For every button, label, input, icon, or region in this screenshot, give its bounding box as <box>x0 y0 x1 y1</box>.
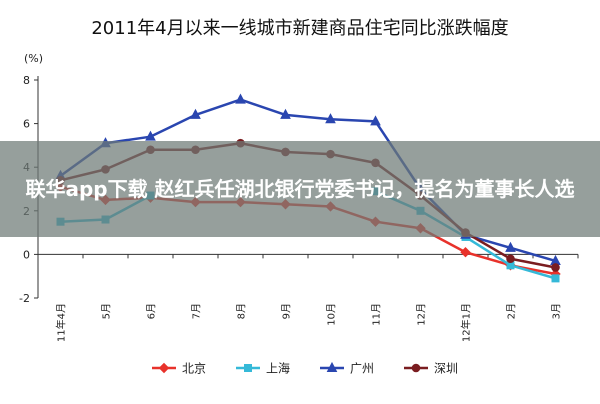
legend-label: 北京 <box>182 362 206 376</box>
legend-marker <box>411 363 421 373</box>
overlay-banner: 联华app下载 赵红兵任湖北银行党委书记，提名为董事长人选 <box>0 141 600 237</box>
data-point <box>460 247 471 258</box>
data-point <box>280 108 291 119</box>
y-tick-label: 0 <box>23 248 30 261</box>
x-tick-label: 12月 <box>416 303 428 326</box>
y-tick-label: 8 <box>23 74 30 87</box>
legend-marker <box>158 362 170 374</box>
y-axis-unit-label: (%) <box>24 52 43 65</box>
x-tick-label: 2月 <box>506 303 518 319</box>
data-point <box>505 241 516 252</box>
y-tick-label: 6 <box>23 118 30 131</box>
x-tick-label: 3月 <box>551 303 563 319</box>
x-tick-label: 9月 <box>281 303 293 319</box>
data-point <box>551 263 560 272</box>
x-tick-label: 10月 <box>326 303 338 326</box>
data-point <box>145 130 156 141</box>
legend-label: 广州 <box>350 362 374 376</box>
x-tick-label: 11月 <box>371 303 383 326</box>
legend-label: 深圳 <box>434 362 458 376</box>
data-point <box>190 108 201 119</box>
x-tick-label: 8月 <box>236 303 248 319</box>
x-tick-label: 11年4月 <box>55 303 68 342</box>
data-point <box>235 93 246 104</box>
x-tick-label: 5月 <box>101 303 113 319</box>
legend: 北京 上海 广州 深圳 <box>152 361 458 376</box>
data-point <box>325 113 336 124</box>
legend-marker <box>244 364 252 372</box>
data-point <box>370 115 381 126</box>
overlay-caption: 联华app下载 赵红兵任湖北银行党委书记，提名为董事长人选 <box>25 176 575 201</box>
legend-label: 上海 <box>266 361 290 376</box>
axes: -20246811年4月5月6月7月8月9月10月11月12月12年1月2月3月 <box>19 74 579 342</box>
y-tick-label: -2 <box>19 292 30 305</box>
data-point <box>506 254 515 264</box>
legend-marker <box>326 361 338 372</box>
x-tick-label: 6月 <box>146 303 158 319</box>
x-tick-label: 12年1月 <box>460 303 473 342</box>
chart-title: 2011年4月以来一线城市新建商品住宅同比涨跌幅度 <box>91 18 508 39</box>
data-point <box>551 274 560 283</box>
x-tick-label: 7月 <box>191 303 203 319</box>
